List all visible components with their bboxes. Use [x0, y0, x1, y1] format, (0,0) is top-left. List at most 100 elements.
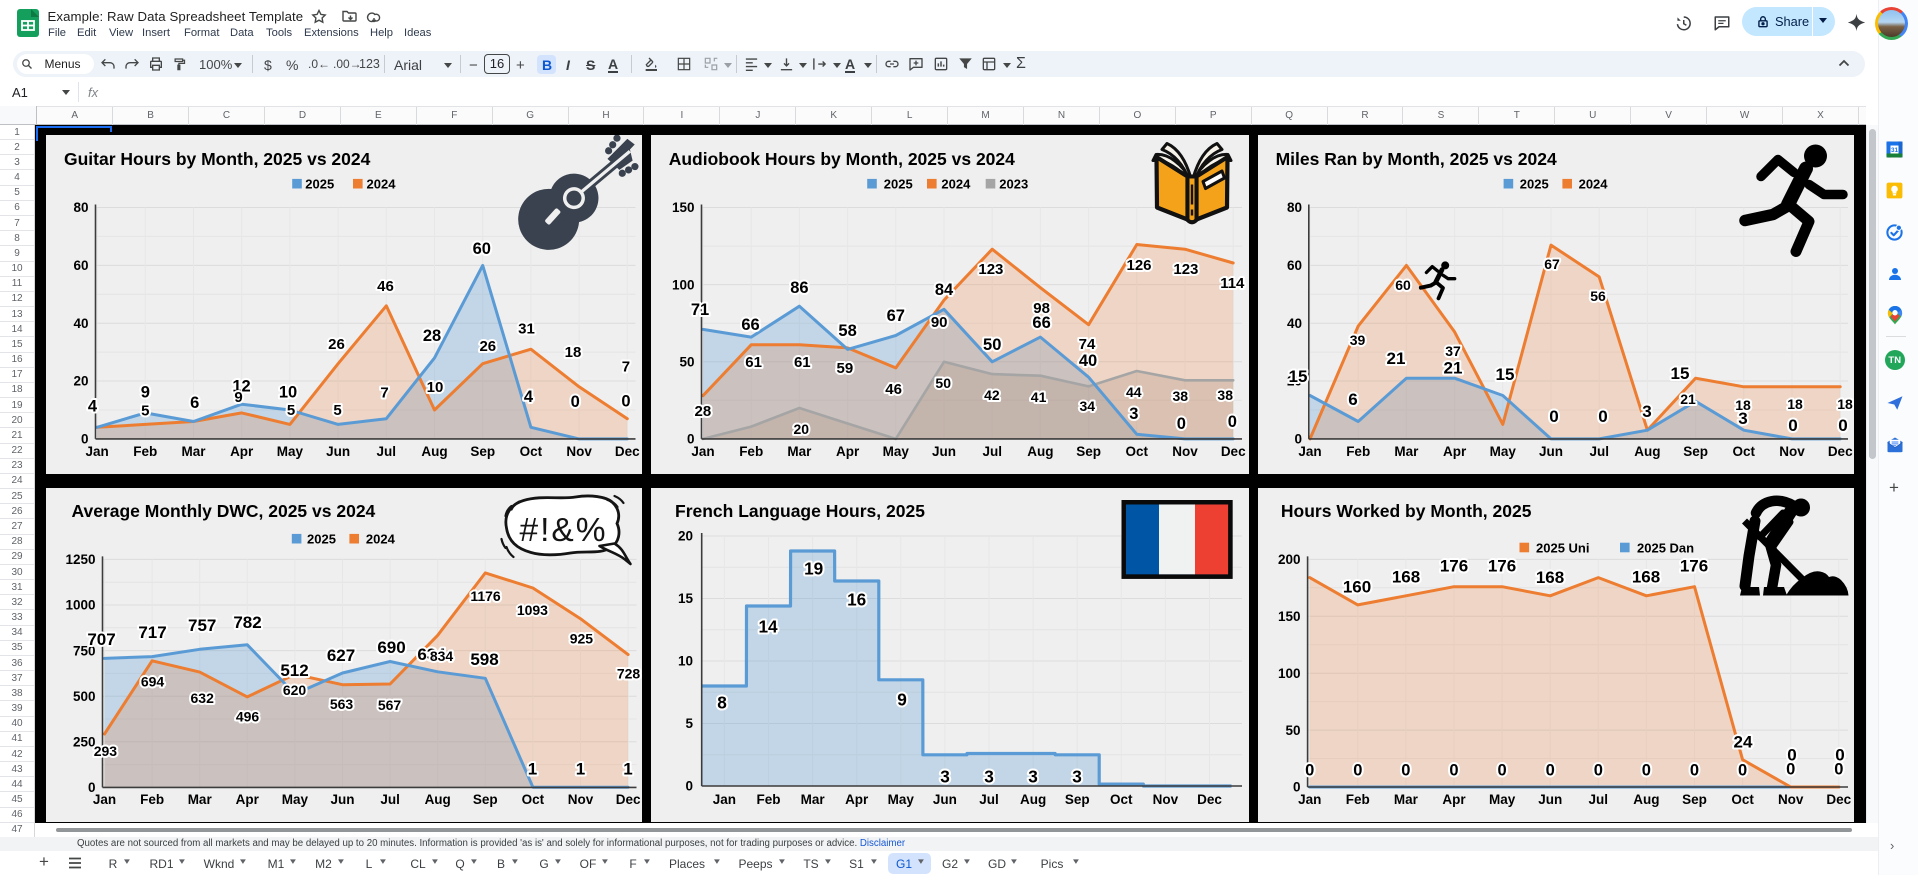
svg-text:750: 750	[72, 643, 95, 658]
svg-text:15: 15	[678, 591, 694, 606]
svg-text:60: 60	[1287, 258, 1302, 273]
svg-text:Feb: Feb	[739, 443, 763, 458]
svg-text:0: 0	[1353, 762, 1362, 780]
svg-text:Sep: Sep	[472, 792, 497, 807]
svg-text:2024: 2024	[365, 532, 395, 547]
svg-text:80: 80	[73, 200, 88, 215]
svg-text:May: May	[883, 443, 910, 458]
svg-text:Jan: Jan	[1298, 443, 1321, 458]
svg-text:Jan: Jan	[1298, 792, 1321, 807]
svg-text:0: 0	[80, 431, 88, 446]
svg-text:84: 84	[935, 281, 954, 299]
svg-text:Feb: Feb	[756, 792, 780, 807]
svg-text:Nov: Nov	[1778, 792, 1804, 807]
svg-text:Jul: Jul	[1589, 443, 1609, 458]
svg-text:2025 Dan: 2025 Dan	[1637, 540, 1694, 555]
svg-text:28: 28	[695, 403, 712, 420]
svg-text:1000: 1000	[65, 598, 95, 613]
svg-text:160: 160	[1343, 578, 1371, 597]
svg-text:3: 3	[1129, 405, 1138, 423]
svg-text:May: May	[276, 443, 303, 458]
svg-text:31: 31	[1891, 147, 1899, 154]
svg-text:26: 26	[328, 336, 345, 353]
svg-text:Mar: Mar	[801, 792, 826, 807]
svg-text:Sep: Sep	[470, 443, 495, 458]
svg-text:0: 0	[1305, 762, 1314, 780]
svg-text:39: 39	[1350, 332, 1366, 348]
svg-text:Oct: Oct	[1110, 792, 1133, 807]
svg-text:Jul: Jul	[979, 792, 999, 807]
svg-text:Sep: Sep	[1065, 792, 1090, 807]
svg-text:Jun: Jun	[330, 792, 354, 807]
svg-text:Sep: Sep	[1076, 443, 1101, 458]
svg-text:Jul: Jul	[380, 792, 400, 807]
svg-text:Mar: Mar	[1394, 792, 1419, 807]
svg-text:37: 37	[1445, 343, 1461, 359]
svg-text:Jul: Jul	[1589, 792, 1609, 807]
svg-text:67: 67	[1544, 256, 1560, 272]
svg-text:Mar: Mar	[1394, 443, 1419, 458]
svg-text:Aug: Aug	[421, 443, 447, 458]
svg-text:Audiobook Hours by Month, 2025: Audiobook Hours by Month, 2025 vs 2024	[669, 149, 1015, 169]
svg-text:66: 66	[741, 316, 759, 334]
svg-text:Sep: Sep	[1683, 443, 1708, 458]
svg-text:60: 60	[1395, 277, 1411, 293]
svg-text:3: 3	[1028, 767, 1038, 787]
svg-text:4: 4	[523, 388, 533, 406]
svg-text:500: 500	[72, 689, 95, 704]
svg-text:717: 717	[138, 623, 166, 642]
svg-text:Dec: Dec	[1197, 792, 1222, 807]
svg-text:Aug: Aug	[424, 792, 450, 807]
svg-text:Jun: Jun	[932, 443, 956, 458]
svg-text:0: 0	[1498, 762, 1507, 780]
svg-text:0: 0	[621, 392, 630, 410]
svg-text:50: 50	[935, 375, 951, 391]
svg-text:2024: 2024	[941, 176, 971, 191]
svg-text:598: 598	[470, 650, 498, 669]
svg-text:0: 0	[1228, 413, 1237, 431]
svg-text:20: 20	[73, 373, 88, 388]
svg-text:3: 3	[1072, 767, 1082, 787]
svg-text:19: 19	[804, 559, 823, 579]
svg-text:2023: 2023	[999, 176, 1028, 191]
svg-text:24: 24	[1734, 733, 1753, 752]
svg-text:Feb: Feb	[140, 792, 164, 807]
svg-text:5: 5	[685, 716, 693, 731]
svg-text:168: 168	[1632, 568, 1660, 587]
svg-text:0: 0	[1738, 762, 1747, 780]
svg-text:Jan: Jan	[85, 443, 108, 458]
svg-text:Jun: Jun	[933, 792, 957, 807]
svg-text:176: 176	[1680, 557, 1708, 576]
svg-text:925: 925	[569, 631, 593, 647]
svg-text:86: 86	[790, 279, 808, 297]
svg-text:2024: 2024	[366, 176, 396, 191]
svg-text:21: 21	[1680, 391, 1696, 407]
svg-text:0: 0	[1835, 746, 1844, 765]
svg-text:Jun: Jun	[1538, 792, 1562, 807]
svg-text:100: 100	[672, 277, 695, 292]
svg-text:3: 3	[984, 767, 994, 787]
svg-text:620: 620	[282, 682, 306, 698]
svg-text:7: 7	[380, 384, 388, 401]
svg-text:Miles Ran by Month, 2025 vs 20: Miles Ran by Month, 2025 vs 2024	[1276, 149, 1557, 169]
svg-text:1176: 1176	[470, 588, 501, 604]
svg-text:150: 150	[1278, 609, 1301, 624]
svg-text:14: 14	[758, 617, 778, 637]
svg-text:40: 40	[1079, 352, 1097, 370]
svg-text:Hours Worked by Month, 2025: Hours Worked by Month, 2025	[1281, 501, 1532, 521]
svg-text:67: 67	[887, 307, 905, 325]
svg-text:123: 123	[978, 261, 1003, 278]
svg-text:74: 74	[1079, 336, 1096, 353]
svg-text:3: 3	[940, 767, 950, 787]
svg-text:3: 3	[1738, 409, 1747, 428]
svg-text:0: 0	[1642, 762, 1651, 780]
svg-text:Jul: Jul	[376, 443, 396, 458]
svg-text:Dec: Dec	[1221, 443, 1246, 458]
svg-text:0: 0	[685, 779, 693, 794]
svg-text:Oct: Oct	[521, 792, 544, 807]
svg-text:0: 0	[1549, 407, 1558, 426]
svg-text:2025 Uni: 2025 Uni	[1536, 540, 1589, 555]
svg-text:58: 58	[838, 322, 856, 340]
svg-text:90: 90	[931, 314, 948, 331]
svg-text:15: 15	[1671, 364, 1690, 383]
